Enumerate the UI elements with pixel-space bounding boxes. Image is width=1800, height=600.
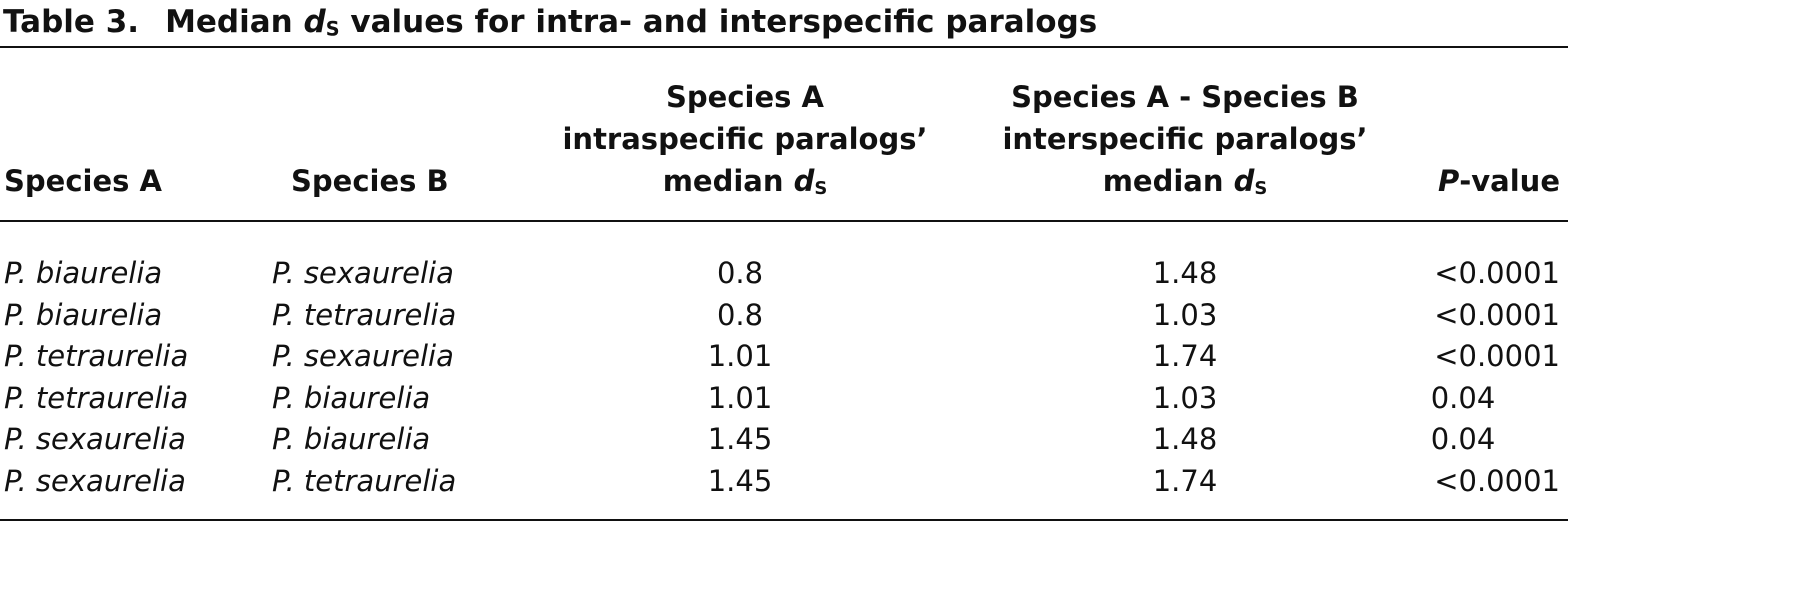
cell-p-value: 0.04 <box>1430 380 1496 415</box>
table-row: P. sexaurelia P. tetraurelia 1.45 1.74 <0.00… <box>0 461 1568 502</box>
header-p-text: -value <box>1459 164 1560 198</box>
cell-intraspecific-median: 0.8 <box>716 297 764 332</box>
table-caption: Table 3. Median dS values for intra- and … <box>3 0 1097 44</box>
table-row: P. tetraurelia P. sexaurelia 1.01 1.74 <0.00… <box>0 336 1568 377</box>
table-title: Median dS values for intra- and interspe… <box>165 4 1097 40</box>
cell-p-value: 0.04 <box>1430 422 1496 457</box>
header-interspecific: Species A - Species B interspecific para… <box>960 76 1410 202</box>
cell-intraspecific-median: 1.01 <box>707 339 773 374</box>
header-intra-line3: median dS <box>520 160 970 202</box>
table-label: Table 3. <box>3 4 140 40</box>
header-intra-variable: d <box>793 164 815 198</box>
title-subscript: S <box>325 17 340 41</box>
cell-species-b: P. tetraurelia <box>272 464 457 498</box>
header-inter-line2: interspecific paralogs’ <box>1002 122 1368 156</box>
header-intra-line2: intraspecific paralogs’ <box>562 122 928 156</box>
table-row: P. tetraurelia P. biaurelia 1.01 1.03 0.04 <box>0 378 1568 419</box>
cell-p-value: <0.0001 <box>1434 339 1560 374</box>
cell-species-a: P. tetraurelia <box>4 339 189 374</box>
table-row: P. biaurelia P. sexaurelia 0.8 1.48 <0.0001 <box>0 253 1568 294</box>
cell-species-b: P. sexaurelia <box>272 339 454 374</box>
cell-species-a: P. biaurelia <box>4 297 163 332</box>
header-intra-subscript: S <box>814 178 828 200</box>
cell-interspecific-median: 1.74 <box>1152 339 1218 374</box>
cell-interspecific-median: 1.03 <box>1152 297 1218 332</box>
header-inter-median: median <box>1102 164 1234 198</box>
cell-interspecific-median: 1.03 <box>1152 380 1218 415</box>
cell-interspecific-median: 1.48 <box>1152 256 1218 290</box>
table-row: P. biaurelia P. tetraurelia 0.8 1.03 <0.0001 <box>0 295 1568 336</box>
header-inter-line1: Species A - Species B <box>1011 80 1359 114</box>
cell-p-value: <0.0001 <box>1434 464 1560 498</box>
header-species-a: Species A <box>4 164 162 198</box>
header-intra-line1: Species A <box>666 80 824 114</box>
table-row: P. sexaurelia P. biaurelia 1.45 1.48 0.04 <box>0 419 1568 460</box>
cell-species-a: P. sexaurelia <box>4 464 186 498</box>
bottom-rule <box>0 519 1568 521</box>
cell-interspecific-median: 1.48 <box>1152 422 1218 457</box>
header-species-b: Species B <box>291 164 449 198</box>
title-text-pre: Median <box>165 4 304 40</box>
cell-p-value: <0.0001 <box>1434 297 1560 332</box>
cell-species-a: P. sexaurelia <box>4 422 186 457</box>
cell-species-b: P. sexaurelia <box>272 256 454 290</box>
cell-species-b: P. biaurelia <box>272 422 431 457</box>
title-text-post: values for intra- and interspecific para… <box>339 4 1098 40</box>
cell-intraspecific-median: 1.45 <box>707 464 773 498</box>
header-p-value: P-value <box>1438 160 1560 202</box>
cell-species-a: P. biaurelia <box>4 256 163 290</box>
top-rule <box>0 46 1568 48</box>
cell-interspecific-median: 1.74 <box>1152 464 1218 498</box>
header-intraspecific: Species A intraspecific paralogs’ median… <box>520 76 970 202</box>
header-intra-median: median <box>662 164 794 198</box>
header-inter-variable: d <box>1233 164 1255 198</box>
header-inter-subscript: S <box>1254 178 1268 200</box>
cell-p-value: <0.0001 <box>1434 256 1560 290</box>
header-inter-line3: median dS <box>960 160 1410 202</box>
cell-species-b: P. tetraurelia <box>272 297 457 332</box>
header-p-variable: P <box>1437 164 1460 198</box>
title-variable: d <box>303 4 326 40</box>
cell-species-a: P. tetraurelia <box>4 380 189 415</box>
header-rule <box>0 220 1568 222</box>
cell-intraspecific-median: 1.01 <box>707 380 773 415</box>
cell-intraspecific-median: 0.8 <box>716 256 764 290</box>
cell-species-b: P. biaurelia <box>272 380 431 415</box>
cell-intraspecific-median: 1.45 <box>707 422 773 457</box>
